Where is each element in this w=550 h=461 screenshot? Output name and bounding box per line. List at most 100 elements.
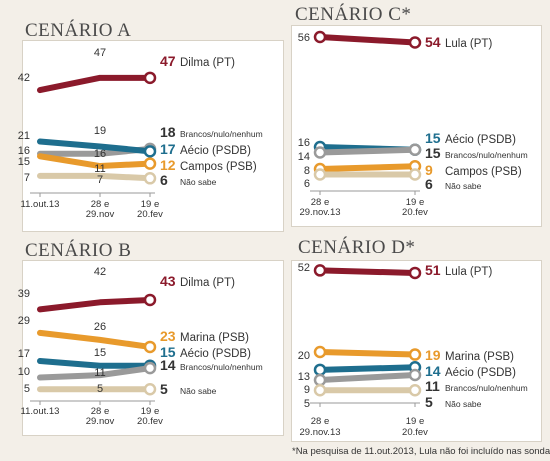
series-start-marker-brancos — [313, 373, 327, 387]
x-tick-label: 29.nov.13 — [299, 427, 340, 438]
end-value-label: 19 — [425, 347, 441, 363]
data-label: 7 — [97, 174, 103, 186]
end-value-label: 51 — [425, 262, 441, 278]
series-start-marker-brancos — [313, 146, 327, 159]
series-line-campos — [317, 163, 418, 172]
series-line-marina — [37, 329, 153, 350]
series-name-label: Brancos/nulo/nenhum — [180, 129, 263, 139]
series-line-aecio — [37, 138, 153, 155]
end-value-label: 12 — [160, 157, 176, 173]
series-end-marker-brancos — [143, 361, 157, 375]
series-end-marker-naosabe — [143, 383, 157, 396]
series-name-label: Brancos/nulo/nenhum — [445, 150, 528, 160]
chart-title-b: CENÁRIO B — [25, 240, 132, 261]
series-name-label: Brancos/nulo/nenhum — [180, 362, 263, 372]
series-line-campos — [37, 153, 153, 170]
x-tick-label: 28 e — [311, 416, 330, 427]
data-label: 39 — [18, 288, 30, 300]
data-label: 5 — [24, 383, 30, 395]
data-label: 13 — [298, 371, 310, 383]
x-tick-label: 29.nov.13 — [299, 207, 340, 218]
series-name-label: Não sabe — [445, 181, 482, 191]
series-end-marker-aecio — [143, 145, 157, 158]
series-name-label: Brancos/nulo/nenhum — [445, 383, 528, 393]
series-start-marker-naosabe — [313, 168, 327, 181]
data-label: 16 — [18, 145, 30, 157]
series-end-marker-naosabe — [143, 172, 157, 185]
series-name-label: Lula (PT) — [445, 38, 492, 50]
data-label: 19 — [94, 125, 106, 137]
series-line-marina — [317, 349, 418, 358]
end-value-label: 6 — [160, 172, 168, 188]
x-tick-label: 29.nov — [86, 416, 115, 427]
panel-cenario-c — [291, 25, 542, 227]
series-line-brancos — [37, 365, 153, 381]
x-tick-label: 11.out.13 — [21, 406, 60, 417]
chart-title-a: CENÁRIO A — [25, 20, 132, 41]
data-label: 15 — [94, 347, 106, 359]
series-line-naosabe — [37, 172, 153, 182]
series-name-label: Aécio (PSDB) — [180, 348, 251, 360]
data-label: 56 — [298, 32, 310, 44]
data-label: 11 — [94, 367, 105, 379]
series-start-marker-naosabe — [313, 384, 327, 397]
x-tick-label: 20.fev — [402, 427, 428, 438]
x-tick-label: 20.fev — [402, 207, 428, 218]
series-end-marker-lula — [408, 36, 422, 49]
x-tick-label: 28 e — [91, 199, 110, 210]
series-line-brancos — [317, 371, 418, 384]
data-label: 21 — [18, 130, 30, 142]
data-label: 6 — [304, 178, 310, 190]
series-start-marker-lula — [313, 264, 327, 277]
series-start-marker-aecio — [313, 363, 327, 377]
x-tick-label: 19 e — [141, 406, 160, 417]
end-value-label: 15 — [425, 145, 441, 161]
series-name-label: Aécio (PSDB) — [180, 145, 251, 157]
end-value-label: 5 — [160, 381, 168, 397]
series-line-aecio — [37, 358, 153, 369]
data-label: 52 — [298, 262, 310, 274]
series-name-label: Não sabe — [180, 177, 217, 187]
series-name-label: Dilma (PT) — [180, 277, 235, 289]
data-label: 8 — [304, 165, 310, 177]
series-name-label: Lula (PT) — [445, 266, 492, 278]
series-end-marker-campos — [143, 157, 157, 170]
series-start-marker-lula — [313, 30, 327, 44]
x-tick-label: 28 e — [91, 406, 110, 417]
end-value-label: 47 — [160, 53, 176, 69]
series-line-dilma — [37, 74, 153, 94]
series-end-marker-naosabe — [408, 384, 422, 397]
series-end-marker-dilma — [143, 71, 157, 85]
x-tick-label: 19 e — [406, 197, 425, 208]
panel-cenario-a — [22, 40, 284, 232]
data-label: 5 — [97, 383, 103, 395]
data-label: 9 — [304, 384, 310, 396]
data-label: 16 — [94, 148, 106, 160]
series-end-marker-brancos — [408, 368, 422, 382]
data-label: 10 — [18, 366, 30, 378]
x-tick-label: 20.fev — [137, 209, 163, 220]
end-value-label: 43 — [160, 273, 176, 289]
series-name-label: Marina (PSB) — [180, 332, 249, 344]
end-value-label: 17 — [160, 141, 176, 157]
data-label: 16 — [298, 137, 310, 149]
data-label: 5 — [304, 398, 310, 410]
series-line-brancos — [317, 146, 418, 156]
x-tick-label: 29.nov — [86, 209, 115, 220]
data-label: 26 — [94, 321, 106, 333]
data-label: 7 — [24, 172, 30, 184]
end-value-label: 14 — [425, 363, 441, 379]
series-end-marker-marina — [408, 348, 422, 361]
data-label: 17 — [18, 348, 30, 360]
end-value-label: 6 — [425, 176, 433, 192]
x-tick-label: 11.out.13 — [21, 199, 60, 210]
end-value-label: 15 — [160, 344, 176, 360]
chart-title-c: CENÁRIO C* — [295, 4, 412, 25]
series-start-marker-marina — [313, 345, 327, 359]
series-name-label: Não sabe — [180, 386, 217, 396]
data-label: 11 — [94, 163, 105, 175]
data-label: 20 — [298, 350, 310, 362]
end-value-label: 18 — [160, 124, 176, 140]
data-label: 42 — [18, 72, 30, 84]
series-line-dilma — [37, 296, 153, 313]
